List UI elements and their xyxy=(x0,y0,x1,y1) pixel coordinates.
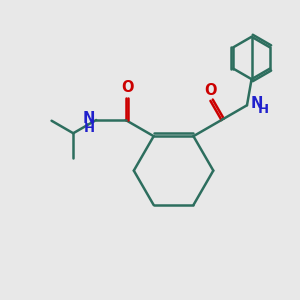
Text: O: O xyxy=(204,83,217,98)
Text: N: N xyxy=(250,96,263,111)
Text: N: N xyxy=(82,111,95,126)
Text: O: O xyxy=(121,80,134,95)
Text: H: H xyxy=(84,122,95,135)
Text: H: H xyxy=(258,103,269,116)
